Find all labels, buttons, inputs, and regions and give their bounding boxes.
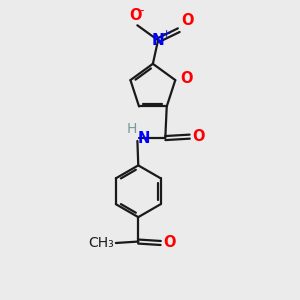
Text: O: O xyxy=(130,8,142,23)
Text: N: N xyxy=(137,131,150,146)
Text: -: - xyxy=(140,4,144,17)
Text: O: O xyxy=(193,129,205,144)
Text: H: H xyxy=(127,122,137,136)
Text: O: O xyxy=(164,236,176,250)
Text: O: O xyxy=(181,71,193,86)
Text: CH₃: CH₃ xyxy=(88,236,114,250)
Text: N: N xyxy=(152,33,164,48)
Text: O: O xyxy=(182,13,194,28)
Text: +: + xyxy=(161,29,171,39)
